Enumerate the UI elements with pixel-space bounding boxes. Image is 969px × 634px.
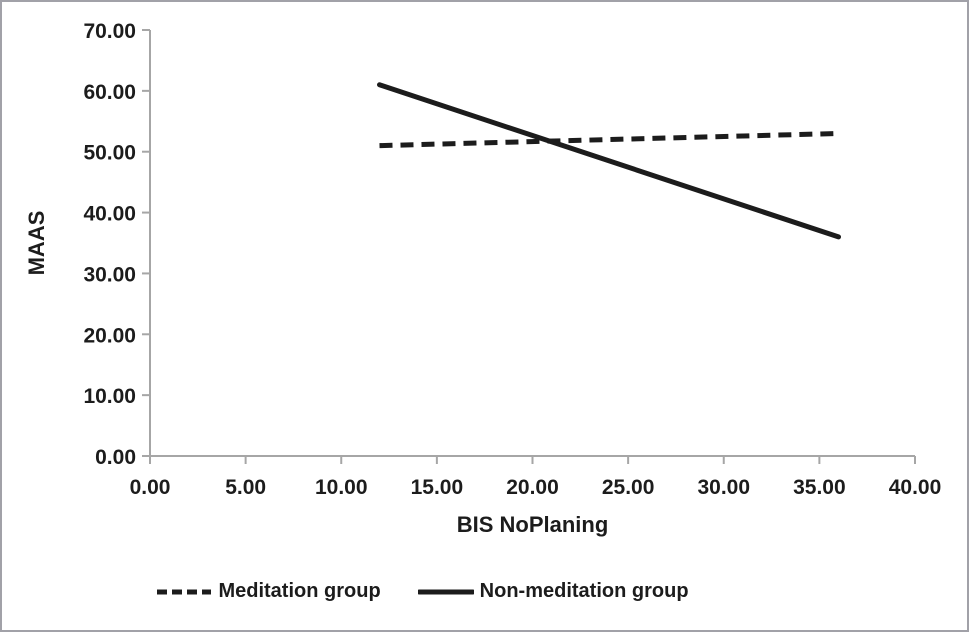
x-tick-label: 30.00 (697, 476, 750, 499)
legend-item-1: Meditation group (156, 580, 381, 603)
legend-dashed-line-sample (157, 589, 212, 594)
x-tick-label: 10.00 (315, 476, 368, 499)
y-tick-label: 30.00 (83, 263, 136, 286)
y-tick-label: 70.00 (83, 20, 136, 43)
series-line-dashed (379, 130, 839, 149)
series-line-solid (377, 82, 841, 240)
x-tick-label: 0.00 (130, 476, 171, 499)
y-tick-label: 0.00 (95, 446, 136, 469)
legend-item-2: Non-meditation group (417, 580, 689, 603)
y-tick-label: 10.00 (83, 385, 136, 408)
x-tick-label: 40.00 (889, 476, 942, 499)
x-tick-label: 15.00 (411, 476, 464, 499)
y-tick-label: 50.00 (83, 142, 136, 165)
y-tick-label: 60.00 (83, 81, 136, 104)
legend-label: Non-meditation group (479, 580, 689, 602)
x-axis-title: BIS NoPlaning (457, 512, 609, 537)
y-tick-label: 40.00 (83, 203, 136, 226)
x-tick-label: 25.00 (602, 476, 655, 499)
x-tick-label: 35.00 (793, 476, 846, 499)
x-tick-label: 20.00 (506, 476, 559, 499)
chart-legend: Meditation group Non-meditation group (0, 580, 905, 603)
legend-solid-line-sample (417, 589, 474, 594)
y-axis-title: MAAS (24, 211, 49, 276)
x-tick-label: 5.00 (225, 476, 266, 499)
y-tick-label: 20.00 (83, 324, 136, 347)
legend-label: Meditation group (218, 580, 381, 602)
